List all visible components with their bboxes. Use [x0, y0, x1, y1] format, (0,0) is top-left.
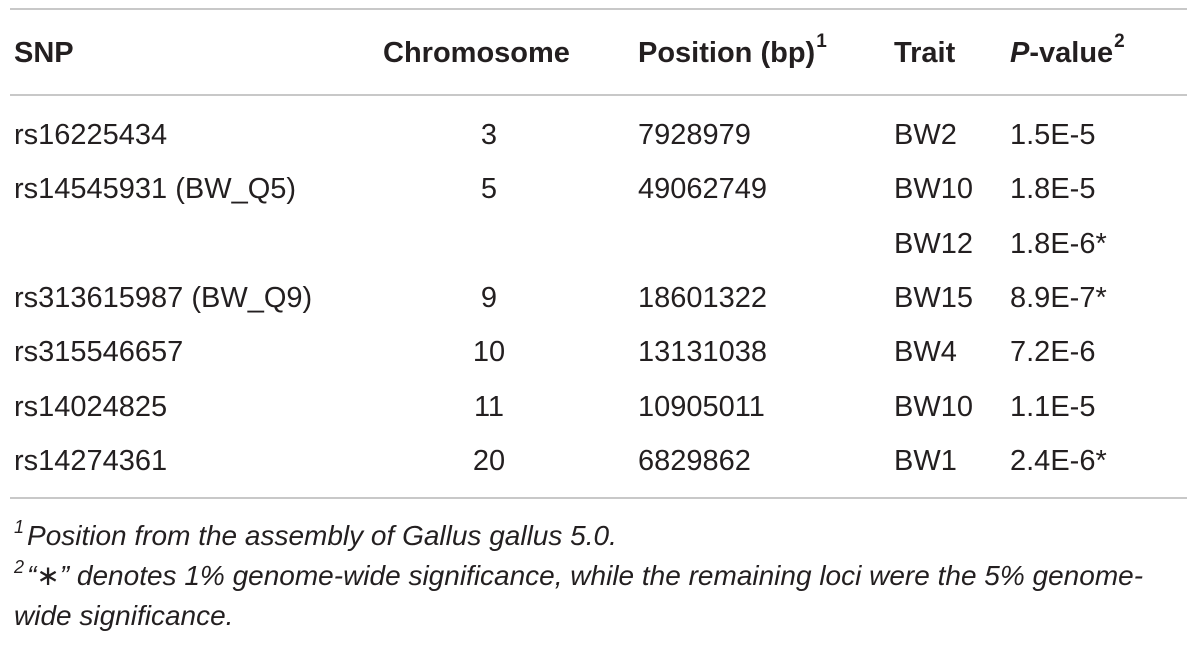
cell-pvalue: 8.9E-7* [1010, 281, 1107, 314]
cell-snp: rs14545931 (BW_Q5) [14, 173, 297, 206]
cell-pvalue: 1.8E-5 [1010, 173, 1096, 206]
footnote-1-mark: 1 [14, 516, 25, 537]
cell-chromosome-value: 11 [473, 390, 505, 423]
cell-chromosome-value: 9 [480, 281, 498, 314]
cell-snp: rs14024825 [14, 390, 168, 423]
cell-pvalue: 1.1E-5 [1010, 390, 1096, 423]
table-row: rs16225434 3 7928979 BW2 1.5E-5 [0, 108, 1200, 162]
cell-snp: rs313615987 (BW_Q9) [14, 281, 313, 314]
cell-chromosome-value: 3 [480, 119, 498, 151]
table-row: rs14274361 20 6829862 BW1 2.4E-6* [0, 434, 1200, 488]
cell-pvalue: 1.5E-5 [1010, 119, 1096, 151]
header-chromosome: Chromosome [383, 37, 570, 69]
cell-trait: BW10 [894, 390, 973, 423]
cell-position: 10905011 [638, 390, 765, 423]
header-position: Position (bp)1 [638, 28, 827, 78]
cell-chromosome-value: 5 [480, 173, 498, 206]
table-row: rs315546657 10 13131038 BW4 7.2E-6 [0, 325, 1200, 379]
header-snp: SNP [14, 37, 74, 69]
cell-pvalue: 7.2E-6 [1010, 336, 1096, 369]
cell-position: 7928979 [638, 119, 751, 151]
header-trait: Trait [894, 37, 956, 69]
header-position-footnote-mark: 1 [816, 31, 827, 53]
table-row: rs14024825 11 10905011 BW10 1.1E-5 [0, 380, 1200, 434]
cell-pvalue: 2.4E-6* [1010, 444, 1107, 477]
cell-snp: rs14274361 [14, 444, 168, 477]
footnote-1-text: Position from the assembly of Gallus gal… [27, 520, 617, 551]
table-row: rs14545931 (BW_Q5) 5 49062749 BW10 1.8E-5 [0, 162, 1200, 216]
table-footnotes: 1 Position from the assembly of Gallus ga… [14, 516, 1184, 636]
footnote-2-text: “∗” denotes 1% genome-wide significance,… [14, 560, 1144, 631]
footnote-2-mark: 2 [14, 556, 25, 577]
table-header-row: SNP Chromosome Position (bp)1 Trait P-va… [0, 28, 1200, 78]
cell-snp: rs315546657 [14, 336, 184, 369]
cell-position: 49062749 [638, 173, 768, 206]
header-pvalue-label: -value [1029, 37, 1114, 69]
cell-trait: BW4 [894, 336, 957, 369]
header-pvalue-italic: P [1010, 37, 1030, 69]
cell-trait: BW12 [894, 227, 973, 260]
header-pvalue: P-value2 [1010, 28, 1125, 78]
table-bottom-rule [10, 497, 1187, 499]
cell-position: 13131038 [638, 336, 768, 369]
footnote-1: 1 Position from the assembly of Gallus ga… [14, 516, 1184, 556]
cell-chromosome-value: 10 [472, 336, 506, 369]
cell-trait: BW1 [894, 444, 957, 477]
header-pvalue-footnote-mark: 2 [1114, 31, 1125, 53]
cell-position: 6829862 [638, 444, 751, 477]
cell-position: 18601322 [638, 281, 768, 314]
table-top-rule [10, 8, 1187, 10]
table-row: BW12 1.8E-6* [0, 217, 1200, 271]
cell-trait: BW10 [894, 173, 973, 206]
footnote-2: 2 “∗” denotes 1% genome-wide significance… [14, 556, 1184, 636]
cell-trait: BW2 [894, 119, 957, 151]
table-row: rs313615987 (BW_Q9) 9 18601322 BW15 8.9E-7* [0, 271, 1200, 325]
cell-trait: BW15 [894, 281, 973, 314]
table-header-rule [10, 94, 1187, 96]
cell-chromosome-value: 20 [472, 444, 506, 477]
header-position-label: Position (bp) [638, 37, 816, 69]
cell-pvalue: 1.8E-6* [1010, 227, 1107, 260]
cell-snp: rs16225434 [14, 119, 168, 151]
